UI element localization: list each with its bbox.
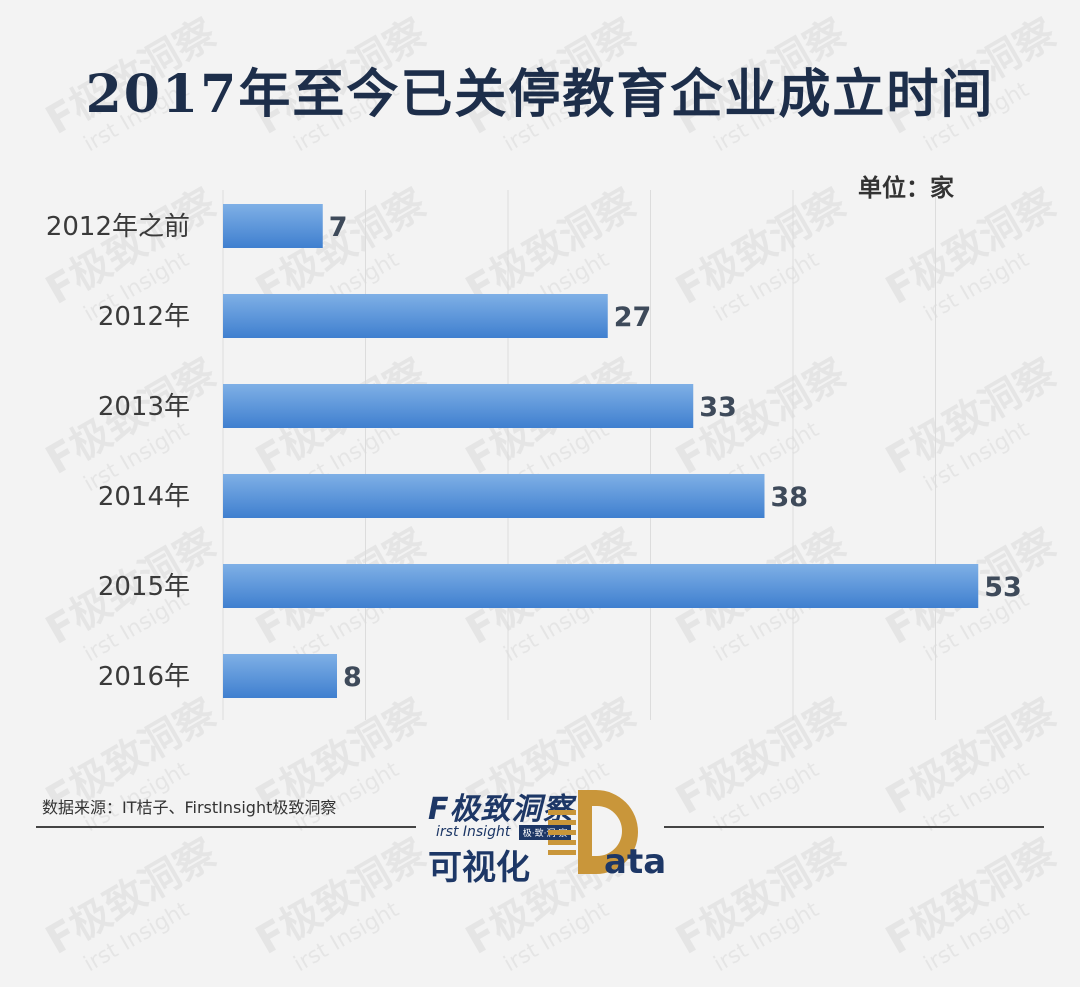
value-label: 38 xyxy=(771,482,809,513)
value-label: 7 xyxy=(329,212,348,243)
value-label: 33 xyxy=(699,392,737,423)
footer-rule-left xyxy=(36,826,416,828)
bar xyxy=(223,474,765,518)
category-label: 2012年之前 xyxy=(46,212,190,242)
bar xyxy=(223,654,337,698)
bar xyxy=(223,564,979,608)
bar xyxy=(223,204,323,248)
unit-label: 单位：家 xyxy=(858,174,954,202)
logo-stripes xyxy=(548,810,576,870)
logo-visualization-text: 可视化 xyxy=(428,848,530,888)
value-label: 8 xyxy=(343,662,362,693)
logo-tag: 极·致·洞·察 xyxy=(518,824,572,840)
category-label: 2016年 xyxy=(98,662,190,692)
logo-ata-text: ata xyxy=(604,842,667,882)
footer-rule-right xyxy=(664,826,1044,828)
category-label: 2013年 xyxy=(98,392,190,422)
value-label: 53 xyxy=(984,572,1022,603)
bar-chart: 2012年之前 7 2012年 27 2013年 33 2014年 38 2015年 53 2016… xyxy=(46,190,1022,720)
value-label: 27 xyxy=(614,302,652,333)
logo-subtitle-text: irst Insight xyxy=(436,824,511,840)
category-label: 2012年 xyxy=(98,302,190,332)
category-label: 2015年 xyxy=(98,572,190,602)
bar xyxy=(223,294,608,338)
logo-subtitle: irst Insight 极·致·洞·察 xyxy=(436,824,572,840)
category-label: 2014年 xyxy=(98,482,190,512)
chart-title: 2017年至今已关停教育企业成立时间 xyxy=(85,64,995,125)
bar xyxy=(223,384,694,428)
brand-logo: F极致洞察 irst Insight 极·致·洞·察 可视化 ata xyxy=(428,780,668,890)
data-source-note: 数据来源：IT桔子、FirstInsight极致洞察 xyxy=(42,798,337,817)
